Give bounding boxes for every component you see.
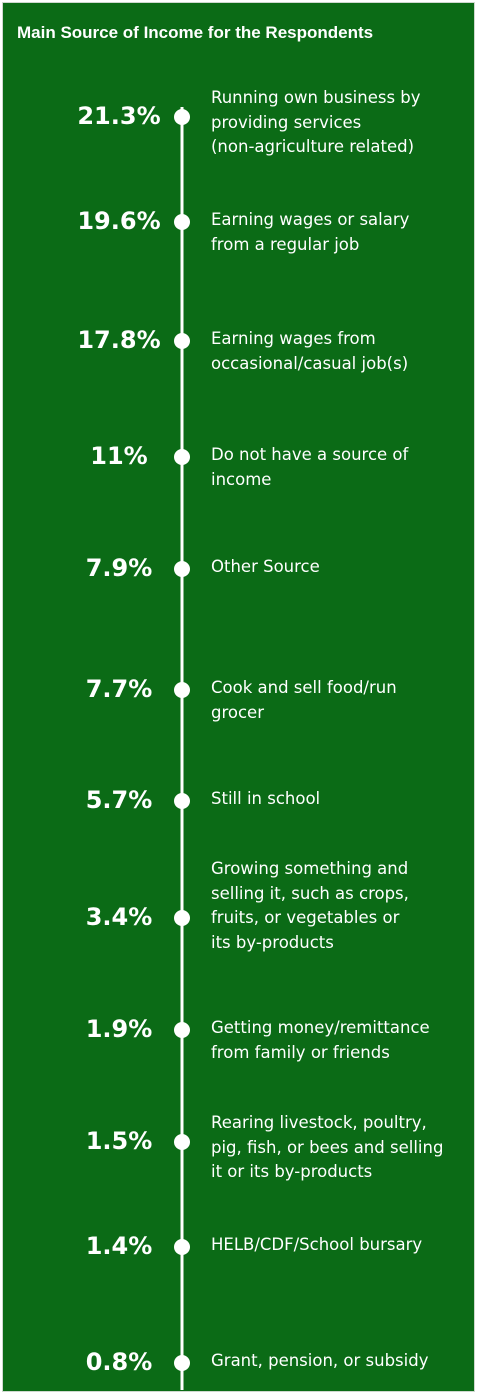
income-source-label: Earning wages or salary from a regular j… — [211, 210, 410, 254]
timeline-svg — [174, 107, 190, 1390]
percentage-label: 0.8% — [85, 1348, 153, 1376]
percentage-label: 11% — [90, 442, 148, 470]
chart-title: Main Source of Income for the Respondent… — [17, 23, 374, 42]
income-source-label: Earning wages from occasional/casual job… — [211, 329, 409, 373]
income-source-label: Still in school — [211, 789, 321, 808]
income-source-label: Rearing livestock, poultry, pig, fish, o… — [211, 1113, 444, 1181]
income-source-label: Other Source — [211, 557, 320, 576]
percentage-label: 17.8% — [77, 326, 161, 354]
timeline-dot — [174, 214, 190, 230]
timeline-dot — [174, 910, 190, 926]
percentage-label: 7.7% — [85, 675, 153, 703]
timeline-dot — [174, 793, 190, 809]
timeline-dot — [174, 449, 190, 465]
timeline-dot — [174, 109, 190, 125]
percentage-label: 1.9% — [85, 1015, 153, 1043]
percentage-label: 1.4% — [85, 1232, 153, 1260]
timeline-dots — [174, 109, 190, 1371]
timeline-dot — [174, 1239, 190, 1255]
percentage-label: 3.4% — [85, 903, 153, 931]
income-source-label: Cook and sell food/run grocer — [211, 678, 397, 722]
income-source-label: Getting money/remittance from family or … — [211, 1018, 430, 1062]
income-source-label: Do not have a source of income — [211, 445, 409, 489]
percentage-label: 1.5% — [85, 1127, 153, 1155]
percentage-label: 7.9% — [85, 554, 153, 582]
timeline-dot — [174, 1022, 190, 1038]
income-source-label: HELB/CDF/School bursary — [211, 1235, 423, 1254]
percentage-label: 5.7% — [85, 786, 153, 814]
income-source-label: Grant, pension, or subsidy — [211, 1351, 429, 1370]
income-source-label: Growing something and selling it, such a… — [211, 859, 409, 952]
percentage-label: 19.6% — [77, 207, 161, 235]
timeline-dot — [174, 561, 190, 577]
timeline-dot — [174, 333, 190, 349]
timeline-dot — [174, 682, 190, 698]
timeline-dot — [174, 1355, 190, 1371]
timeline-dot — [174, 1134, 190, 1150]
income-source-label: Running own business by providing servic… — [211, 88, 421, 156]
percentage-label: 21.3% — [77, 102, 161, 130]
